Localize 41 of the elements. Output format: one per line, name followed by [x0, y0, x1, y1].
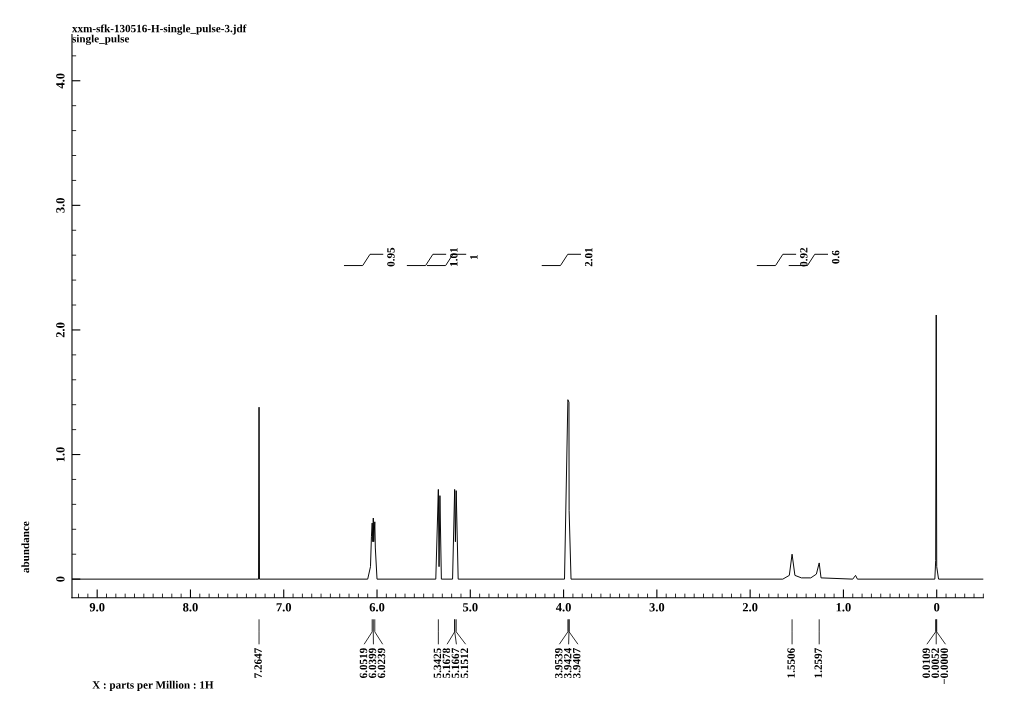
- x-tick-label: 6.0: [369, 603, 385, 612]
- annotation: 6.0519: [359, 648, 368, 678]
- x-tick-label: 1.0: [836, 603, 851, 612]
- x-tick-label: 0: [934, 603, 940, 612]
- annotation: 5.1678: [442, 648, 451, 678]
- annotation: 1.5506: [787, 648, 795, 678]
- x-tick-label: 4.0: [555, 603, 571, 612]
- annotation: 1: [470, 254, 478, 259]
- y-tick-label: 3.0: [56, 198, 65, 213]
- chart-subtitle: single_pulse: [72, 34, 130, 45]
- annotation: 0.95: [387, 247, 395, 267]
- y-tick-label: 4.0: [56, 73, 65, 89]
- x-tick-label: 2.0: [742, 603, 758, 612]
- x-tick-label: 9.0: [89, 603, 105, 612]
- annotation: −0.0000: [940, 648, 949, 685]
- annotation: 3.9407: [572, 648, 581, 678]
- annotation: 1.01: [450, 247, 458, 266]
- annotation: 0.6: [831, 250, 840, 264]
- x-tick-label: 7.0: [276, 603, 292, 612]
- x-tick-label: 5.0: [462, 603, 478, 612]
- annotation: 7.2647: [254, 648, 262, 678]
- annotation: 5.1667: [451, 648, 460, 678]
- y-axis-title: abundance: [21, 521, 30, 573]
- annotation: 0.0052: [931, 648, 940, 678]
- x-tick-label: 8.0: [183, 603, 198, 612]
- annotation: 6.0239: [377, 648, 386, 678]
- annotation: 0.92: [800, 247, 808, 267]
- annotation: 2.01: [584, 247, 593, 267]
- annotation: 5.1512: [460, 648, 469, 678]
- text: X : parts per Million : 1H: [92, 680, 214, 691]
- y-tick-label: 1.0: [56, 447, 65, 462]
- annotation: 3.9539: [554, 648, 563, 678]
- annotation: 3.9424: [563, 648, 572, 678]
- annotation: 6.0399: [368, 648, 377, 678]
- annotation: 0.0109: [922, 648, 931, 678]
- y-tick-label: 2.0: [56, 322, 65, 338]
- chart-title: xxm-sfk-130516-H-single_pulse-3.jdf: [72, 24, 247, 35]
- x-tick-label: 3.0: [649, 603, 665, 612]
- y-tick-label: 0: [56, 576, 65, 582]
- annotation: 5.3425: [433, 648, 442, 678]
- annotation: 1.2597: [814, 648, 823, 678]
